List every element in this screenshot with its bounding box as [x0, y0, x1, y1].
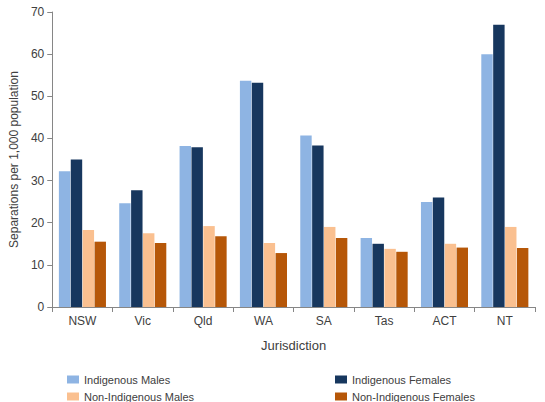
svg-text:70: 70: [31, 5, 45, 19]
svg-text:NT: NT: [497, 314, 514, 328]
svg-text:20: 20: [31, 216, 45, 230]
svg-text:50: 50: [31, 89, 45, 103]
svg-text:Non-Indigenous Females: Non-Indigenous Females: [352, 391, 475, 402]
svg-text:Separations per 1,000 populati: Separations per 1,000 population: [7, 71, 21, 248]
svg-text:Non-Indigenous Males: Non-Indigenous Males: [84, 391, 195, 402]
svg-text:ACT: ACT: [432, 314, 457, 328]
svg-text:NSW: NSW: [68, 314, 97, 328]
svg-text:40: 40: [31, 131, 45, 145]
svg-text:Jurisdiction: Jurisdiction: [261, 338, 326, 353]
svg-text:60: 60: [31, 47, 45, 61]
svg-text:30: 30: [31, 174, 45, 188]
svg-text:Tas: Tas: [375, 314, 394, 328]
svg-text:WA: WA: [254, 314, 273, 328]
svg-text:Qld: Qld: [194, 314, 213, 328]
svg-text:SA: SA: [316, 314, 332, 328]
svg-text:Indigenous Females: Indigenous Females: [352, 374, 452, 386]
svg-text:0: 0: [38, 300, 45, 314]
svg-text:10: 10: [31, 258, 45, 272]
svg-text:Vic: Vic: [135, 314, 151, 328]
svg-text:Indigenous Males: Indigenous Males: [84, 374, 171, 386]
